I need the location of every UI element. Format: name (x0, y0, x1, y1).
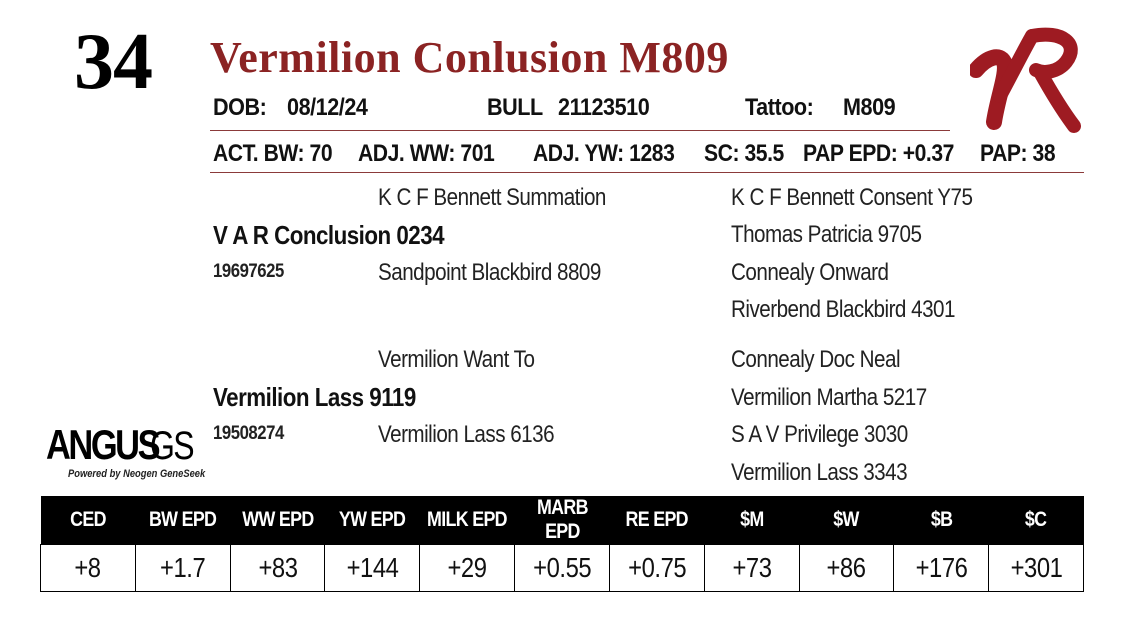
stat-adj-yw: ADJ. YW: 1283 (533, 140, 675, 167)
sire-name: V A R Conclusion 0234 (213, 220, 445, 250)
dam-dam-dam: Vermilion Lass 3343 (731, 459, 908, 486)
sex-label: BULL (487, 94, 543, 121)
stat-act-bw: ACT. BW: 70 (213, 140, 333, 167)
sire-dam: Sandpoint Blackbird 8809 (378, 259, 601, 286)
epd-value-re: +0.75 (608, 544, 705, 592)
epd-value-ced: +8 (40, 544, 136, 592)
dam-dam: Vermilion Lass 6136 (378, 421, 555, 448)
sire-sire-sire: K C F Bennett Consent Y75 (731, 184, 973, 211)
angus-logo-gs: GS (150, 424, 195, 468)
epd-table: CED BW EPD WW EPD YW EPD MILK EPD MARB E… (40, 496, 1084, 592)
lot-number: 34 (74, 18, 153, 106)
stat-sc: SC: 35.5 (704, 140, 784, 167)
epd-header-re: RE EPD (609, 496, 705, 545)
stat-pap: PAP: 38 (980, 140, 1056, 167)
epd-header-yw: YW EPD (324, 496, 420, 545)
stat-adj-ww: ADJ. WW: 701 (358, 140, 495, 167)
dam-name: Vermilion Lass 9119 (213, 382, 416, 412)
dam-registration: 19508274 (213, 423, 284, 444)
epd-header-milk: MILK EPD (419, 496, 515, 545)
sire-registration: 19697625 (213, 261, 284, 282)
epd-value-m: +73 (703, 544, 800, 592)
epd-value-c: +301 (988, 544, 1084, 592)
tattoo-value: M809 (843, 94, 896, 121)
registration-number: 21123510 (558, 94, 650, 121)
epd-header-b: $B (893, 496, 989, 545)
dam-sire-sire: Connealy Doc Neal (731, 346, 901, 373)
sire-sire-dam: Thomas Patricia 9705 (731, 221, 922, 248)
angus-logo-tagline: Powered by Neogen GeneSeek (68, 468, 206, 480)
epd-header-row: CED BW EPD WW EPD YW EPD MILK EPD MARB E… (40, 496, 1084, 545)
vermilion-brand-logo (970, 27, 1081, 133)
epd-value-b: +176 (893, 544, 990, 592)
epd-value-row: +8 +1.7 +83 +144 +29 +0.55 +0.75 +73 +86… (40, 544, 1084, 592)
epd-header-c: $C (988, 496, 1084, 545)
sire-sire: K C F Bennett Summation (378, 184, 606, 211)
stat-pap-epd: PAP EPD: +0.37 (803, 140, 954, 167)
epd-header-marb: MARB EPD (514, 496, 610, 545)
divider-top (210, 130, 950, 131)
sire-dam-dam: Riverbend Blackbird 4301 (731, 296, 955, 323)
epd-header-m: $M (704, 496, 799, 545)
angus-logo-word: ANGUS (46, 421, 161, 468)
epd-value-ww: +83 (229, 544, 326, 592)
epd-value-bw: +1.7 (134, 544, 231, 592)
angus-gs-logo: ANGUS GS Powered by Neogen GeneSeek (46, 421, 205, 484)
dam-dam-sire: S A V Privilege 3030 (731, 421, 908, 448)
epd-value-yw: +144 (324, 544, 421, 592)
epd-header-bw: BW EPD (135, 496, 231, 545)
epd-value-w: +86 (798, 544, 895, 592)
dob-label: DOB: (213, 94, 267, 121)
sire-dam-sire: Connealy Onward (731, 259, 889, 286)
divider-bottom (210, 172, 1084, 173)
dob-value: 08/12/24 (287, 94, 368, 121)
epd-value-marb: +0.55 (514, 544, 610, 592)
epd-header-ww: WW EPD (230, 496, 325, 545)
epd-value-milk: +29 (419, 544, 516, 592)
tattoo-label: Tattoo: (745, 94, 814, 121)
epd-header-ced: CED (40, 496, 136, 545)
dam-sire-dam: Vermilion Martha 5217 (731, 384, 927, 411)
epd-header-w: $W (799, 496, 894, 545)
dam-sire: Vermilion Want To (378, 346, 535, 373)
animal-name: Vermilion Conlusion M809 (210, 33, 729, 82)
